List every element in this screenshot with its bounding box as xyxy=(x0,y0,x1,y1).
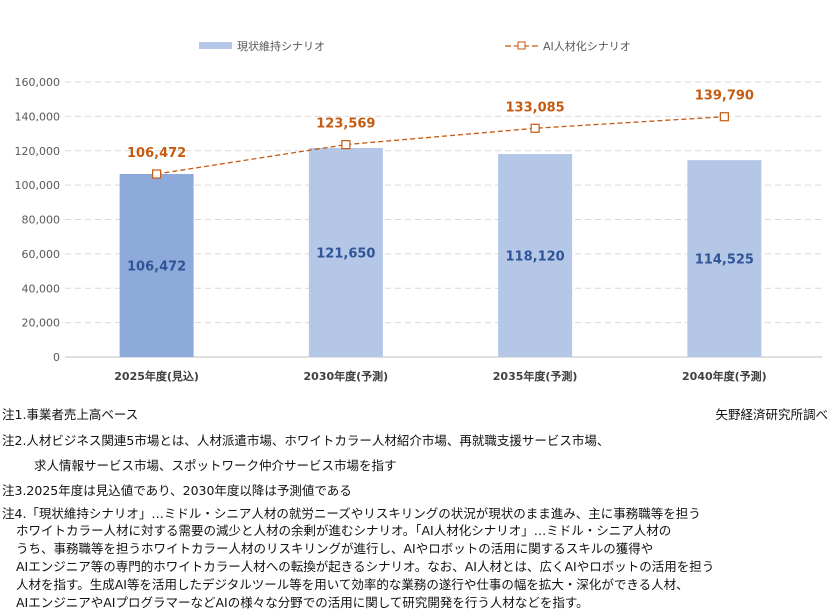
y-tick-label: 160,000 xyxy=(15,76,61,89)
line-marker xyxy=(530,123,540,133)
x-tick-label: 2025年度(見込) xyxy=(114,369,199,383)
note-4-line: 人材を指す。生成AI等を活用したデジタルツール等を用いて効率的な業務の遂行や仕事… xyxy=(16,577,689,592)
line-data-label: 106,472 xyxy=(127,146,186,161)
line-marker xyxy=(152,169,162,179)
bar-data-label: 114,525 xyxy=(695,253,754,268)
y-tick-label: 80,000 xyxy=(22,214,61,227)
y-tick-label: 100,000 xyxy=(15,179,61,192)
note-3: 注3.2025年度は見込値であり、2030年度以降は予測値である xyxy=(2,483,352,498)
line-marker xyxy=(341,140,351,150)
line-series xyxy=(156,116,725,175)
legend-label: 現状維持シナリオ xyxy=(237,39,325,53)
x-tick-label: 2035年度(予測) xyxy=(493,369,578,383)
bar xyxy=(308,147,383,357)
note-2a: 注2.人材ビジネス関連5市場とは、人材派遣市場、ホワイトカラー人材紹介市場、再就… xyxy=(2,433,610,448)
legend-swatch-bar xyxy=(199,42,232,49)
note-4-line: AIエンジニアやAIプログラマーなどAIの様々な分野での活用に関して研究開発を行… xyxy=(16,595,589,610)
y-tick-label: 120,000 xyxy=(15,145,61,158)
chart: 0 20,000 40,000 60,000 80,000 100,000 120,000 1… xyxy=(15,39,822,383)
y-tick-label: 20,000 xyxy=(22,317,61,330)
bar xyxy=(498,153,573,357)
note-4-line: 注4.「現状維持シナリオ」…ミドル・シニア人材の就労ニーズやリスキリングの状況が… xyxy=(2,506,701,521)
y-tick-label: 140,000 xyxy=(15,110,61,123)
y-tick-label: 60,000 xyxy=(22,248,61,261)
bar-data-label: 106,472 xyxy=(127,260,186,275)
y-tick-label: 40,000 xyxy=(22,282,61,295)
line-data-label: 139,790 xyxy=(695,89,754,104)
line-marker xyxy=(719,112,729,122)
legend-marker xyxy=(517,41,526,50)
bar xyxy=(119,174,194,357)
bar-data-label: 121,650 xyxy=(316,246,375,261)
bar-data-label: 118,120 xyxy=(506,249,565,264)
note-1: 注1.事業者売上高ベース xyxy=(2,407,139,422)
note-2b: 求人情報サービス市場、スポットワーク仲介サービス市場を指す xyxy=(34,458,397,473)
note-4-line: うち、事務職等を担うホワイトカラー人材のリスキリングが進行し、AIやロボットの活… xyxy=(16,541,654,556)
note-4-line: ホワイトカラー人材に対する需要の減少と人材の余剰が進むシナリオ。「AI人材化シナ… xyxy=(16,523,672,538)
x-tick-label: 2040年度(予測) xyxy=(682,369,767,383)
note-4-line: AIエンジニア等の専門的ホワイトカラー人材への転換が起きるシナリオ。なお、AI人… xyxy=(16,559,715,574)
bar xyxy=(687,160,762,357)
y-tick-label: 0 xyxy=(53,351,60,364)
legend-label: AI人材化シナリオ xyxy=(543,39,631,53)
source: 矢野経済研究所調べ xyxy=(715,407,828,422)
x-tick-label: 2030年度(予測) xyxy=(304,369,389,383)
line-data-label: 133,085 xyxy=(506,100,565,115)
line-data-label: 123,569 xyxy=(316,117,375,132)
